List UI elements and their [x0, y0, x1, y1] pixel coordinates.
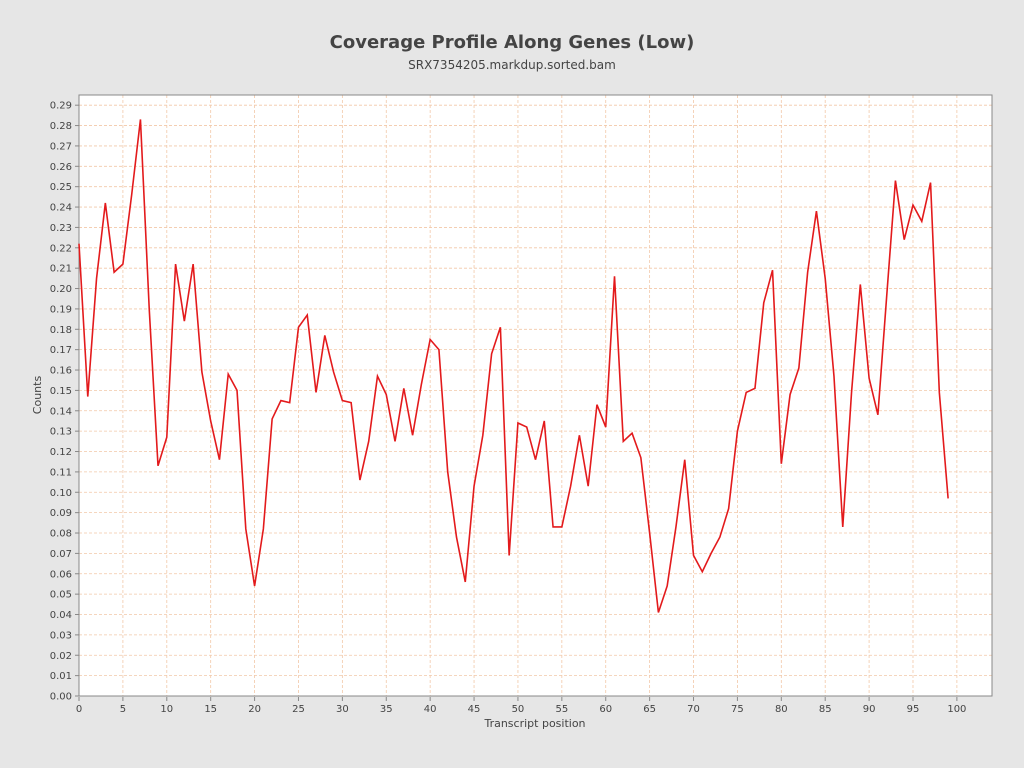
y-axis-label: Counts: [31, 376, 44, 415]
x-tick-label: 15: [204, 704, 217, 715]
y-tick-label: 0.25: [50, 182, 72, 193]
y-tick-label: 0.28: [50, 121, 72, 132]
x-tick-label: 55: [555, 704, 568, 715]
x-tick-label: 5: [120, 704, 126, 715]
y-tick-label: 0.00: [50, 692, 72, 703]
x-tick-label: 45: [468, 704, 481, 715]
grid-lines: [78, 95, 992, 697]
series-line: [78, 119, 949, 613]
x-axis-label: Transcript position: [483, 717, 585, 730]
y-tick-label: 0.26: [50, 162, 72, 173]
x-tick-label: 30: [336, 704, 349, 715]
y-tick-label: 0.08: [50, 529, 72, 540]
y-tick-label: 0.07: [50, 549, 72, 560]
x-tick-label: 50: [512, 704, 525, 715]
y-tick-label: 0.01: [50, 671, 72, 682]
x-tick-label: 10: [160, 704, 173, 715]
x-tick-label: 35: [380, 704, 393, 715]
y-tick-label: 0.17: [50, 345, 72, 356]
y-tick-label: 0.11: [50, 467, 72, 478]
y-tick-label: 0.29: [50, 101, 72, 112]
series-group: [78, 119, 949, 613]
y-tick-label: 0.05: [50, 590, 72, 601]
x-tick-label: 65: [643, 704, 656, 715]
plot-area: [79, 95, 992, 696]
x-tick-label: 100: [947, 704, 966, 715]
y-tick-label: 0.13: [50, 427, 72, 438]
x-axis-ticks: 0 5 10 15 20 25 30 35 40 45 50 55 60 65 70 75 80 85 90 95 10…: [76, 697, 966, 715]
y-tick-label: 0.20: [50, 284, 72, 295]
y-tick-label: 0.27: [50, 141, 72, 152]
x-tick-label: 80: [775, 704, 788, 715]
y-tick-label: 0.10: [50, 488, 72, 499]
y-tick-label: 0.16: [50, 366, 72, 377]
x-tick-label: 95: [907, 704, 920, 715]
x-tick-label: 85: [819, 704, 832, 715]
y-tick-label: 0.15: [50, 386, 72, 397]
y-tick-label: 0.03: [50, 630, 72, 641]
y-tick-label: 0.14: [50, 406, 72, 417]
chart-title: Coverage Profile Along Genes (Low): [330, 32, 695, 53]
plot-border: [78, 94, 993, 697]
x-tick-label: 20: [248, 704, 261, 715]
y-tick-label: 0.23: [50, 223, 72, 234]
x-tick-label: 90: [863, 704, 876, 715]
y-tick-label: 0.21: [50, 264, 72, 275]
y-tick-label: 0.19: [50, 304, 72, 315]
y-axis-ticks: 0.00 0.01 0.02 0.03 0.04 0.05 0.06 0.07 0.08 0.09…: [50, 101, 79, 703]
y-tick-label: 0.04: [50, 610, 72, 621]
y-tick-label: 0.02: [50, 651, 72, 662]
chart-subtitle: SRX7354205.markdup.sorted.bam: [408, 58, 616, 72]
x-tick-label: 25: [292, 704, 305, 715]
axes: [78, 94, 993, 697]
x-tick-label: 60: [599, 704, 612, 715]
y-tick-label: 0.12: [50, 447, 72, 458]
x-tick-label: 40: [424, 704, 437, 715]
y-tick-label: 0.22: [50, 243, 72, 254]
y-tick-label: 0.09: [50, 508, 72, 519]
y-tick-label: 0.24: [50, 203, 72, 214]
x-tick-label: 70: [687, 704, 700, 715]
y-tick-label: 0.18: [50, 325, 72, 336]
x-tick-label: 75: [731, 704, 744, 715]
y-tick-label: 0.06: [50, 569, 72, 580]
x-tick-label: 0: [76, 704, 82, 715]
